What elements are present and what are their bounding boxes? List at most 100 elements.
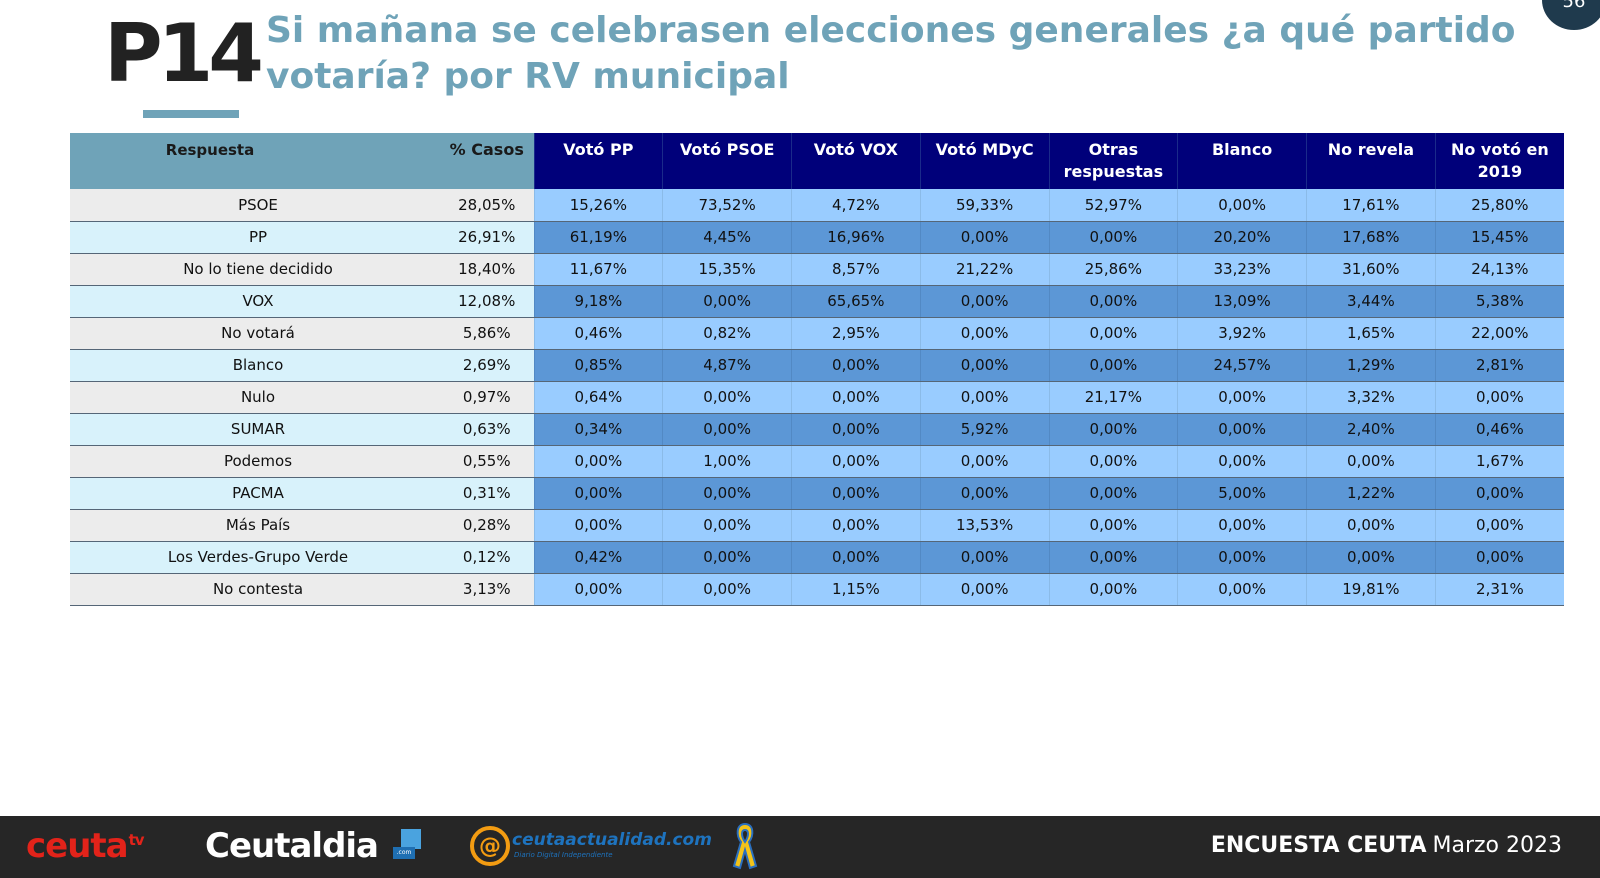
table-cell: 0,00% (919, 381, 1049, 414)
row-casos: 28,05% (440, 189, 534, 222)
table-cell: 0,82% (662, 317, 792, 350)
table-cell: 0,00% (533, 445, 663, 478)
table-cell: 24,57% (1177, 349, 1307, 382)
table-cell: 0,00% (533, 477, 663, 510)
table-cell: 0,00% (919, 445, 1049, 478)
row-label: PACMA (70, 477, 440, 510)
table-cell: 16,96% (791, 221, 921, 254)
table-cell: 21,17% (1048, 381, 1178, 414)
table-cell: 0,34% (533, 413, 663, 446)
at-sign-icon: @ (470, 826, 510, 866)
survey-brand: ENCUESTA CEUTA Marzo 2023 (1210, 833, 1562, 858)
table-cell: 0,46% (533, 317, 663, 350)
table-cell: 1,22% (1306, 477, 1436, 510)
table-row: Los Verdes-Grupo Verde 0,12% 0,42% 0,00% 0,0… (70, 541, 1564, 574)
table-cell: 65,65% (791, 285, 921, 318)
table-row: Nulo 0,97% 0,64% 0,00% 0,00% 0,00% 21,17% 0,00%… (70, 381, 1564, 414)
ceutaldia-logo: Ceutaldia (205, 826, 379, 866)
table-cell: 0,00% (662, 381, 792, 414)
row-casos: 0,63% (440, 413, 534, 446)
table-row: No lo tiene decidido 18,40% 11,67% 15,35% 8,… (70, 253, 1564, 286)
table-cell: 0,00% (1177, 509, 1307, 542)
row-label: No contesta (70, 573, 440, 606)
table-cell: 8,57% (791, 253, 921, 286)
row-label: PSOE (70, 189, 440, 222)
table-cell: 0,00% (1177, 541, 1307, 574)
table-row: Blanco 2,69% 0,85% 4,87% 0,00% 0,00% 0,00% 24,5… (70, 349, 1564, 382)
table-cell: 0,85% (533, 349, 663, 382)
header-column: Votó VOX (791, 133, 921, 189)
row-casos: 26,91% (440, 221, 534, 254)
table-cell: 0,00% (1177, 381, 1307, 414)
table-cell: 0,00% (1177, 413, 1307, 446)
table-cell: 0,00% (1434, 381, 1564, 414)
row-label: No lo tiene decidido (70, 253, 440, 286)
table-cell: 22,00% (1434, 317, 1564, 350)
table-cell: 0,00% (533, 509, 663, 542)
table-cell: 0,00% (1048, 413, 1178, 446)
table-cell: 0,00% (1048, 221, 1178, 254)
row-label: Nulo (70, 381, 440, 414)
table-cell: 2,95% (791, 317, 921, 350)
table-row: Más País 0,28% 0,00% 0,00% 0,00% 13,53% 0,00% 0… (70, 509, 1564, 542)
table-cell: 0,00% (791, 381, 921, 414)
row-label: Podemos (70, 445, 440, 478)
table-cell: 0,00% (1048, 445, 1178, 478)
table-cell: 0,00% (1306, 445, 1436, 478)
table-cell: 0,00% (919, 541, 1049, 574)
table-row: PACMA 0,31% 0,00% 0,00% 0,00% 0,00% 0,00% 5,00%… (70, 477, 1564, 510)
page-number-badge: 56 (1542, 0, 1600, 30)
table-cell: 2,81% (1434, 349, 1564, 382)
table-cell: 5,00% (1177, 477, 1307, 510)
table-row: VOX 12,08% 9,18% 0,00% 65,65% 0,00% 0,00% 13,09… (70, 285, 1564, 318)
footer-bar: ceutatv Ceutaldia .com @ ceutaactualidad… (0, 816, 1600, 878)
table-cell: 0,00% (919, 285, 1049, 318)
table-cell: 0,00% (662, 541, 792, 574)
ceutaldia-logo-mark: .com (393, 829, 421, 859)
row-casos: 0,28% (440, 509, 534, 542)
header-column: Votó MDyC (919, 133, 1049, 189)
row-casos: 18,40% (440, 253, 534, 286)
table-cell: 1,65% (1306, 317, 1436, 350)
table-cell: 15,45% (1434, 221, 1564, 254)
table-cell: 20,20% (1177, 221, 1307, 254)
table-row: No contesta 3,13% 0,00% 0,00% 1,15% 0,00% 0,00… (70, 573, 1564, 606)
header-column: Votó PSOE (662, 133, 792, 189)
table-cell: 0,00% (1177, 445, 1307, 478)
table-cell: 0,00% (919, 349, 1049, 382)
table-row: PSOE 28,05% 15,26% 73,52% 4,72% 59,33% 52,97% 0… (70, 189, 1564, 222)
question-code: P14 (104, 7, 264, 100)
table-cell: 17,68% (1306, 221, 1436, 254)
ceutaactualidad-logo: @ ceutaactualidad.com Diario Digital Ind… (470, 824, 760, 870)
table-cell: 21,22% (919, 253, 1049, 286)
table-cell: 73,52% (662, 189, 792, 222)
row-casos: 5,86% (440, 317, 534, 350)
table-cell: 15,26% (533, 189, 663, 222)
table-cell: 1,67% (1434, 445, 1564, 478)
table-cell: 13,09% (1177, 285, 1307, 318)
table-cell: 61,19% (533, 221, 663, 254)
table-cell: 0,00% (791, 477, 921, 510)
table-cell: 0,46% (1434, 413, 1564, 446)
table-cell: 0,00% (1177, 189, 1307, 222)
table-cell: 4,45% (662, 221, 792, 254)
page-title: Si mañana se celebrasen elecciones gener… (266, 10, 1516, 97)
header-respuesta: Respuesta (70, 133, 440, 189)
table-cell: 25,86% (1048, 253, 1178, 286)
table-cell: 0,00% (1048, 349, 1178, 382)
table-cell: 0,00% (662, 573, 792, 606)
table-row: Podemos 0,55% 0,00% 1,00% 0,00% 0,00% 0,00% 0,0… (70, 445, 1564, 478)
table-cell: 0,00% (1048, 541, 1178, 574)
table-cell: 0,00% (919, 573, 1049, 606)
table-cell: 0,00% (1048, 285, 1178, 318)
header-column: Otras respuestas (1048, 133, 1178, 189)
table-cell: 1,00% (662, 445, 792, 478)
row-label: No votará (70, 317, 440, 350)
table-cell: 0,00% (919, 317, 1049, 350)
row-casos: 0,55% (440, 445, 534, 478)
table-cell: 0,00% (791, 349, 921, 382)
table-header-row: Respuesta % Casos Votó PP Votó PSOE Votó V… (70, 133, 1564, 189)
table-cell: 0,00% (662, 285, 792, 318)
row-casos: 12,08% (440, 285, 534, 318)
table-cell: 19,81% (1306, 573, 1436, 606)
